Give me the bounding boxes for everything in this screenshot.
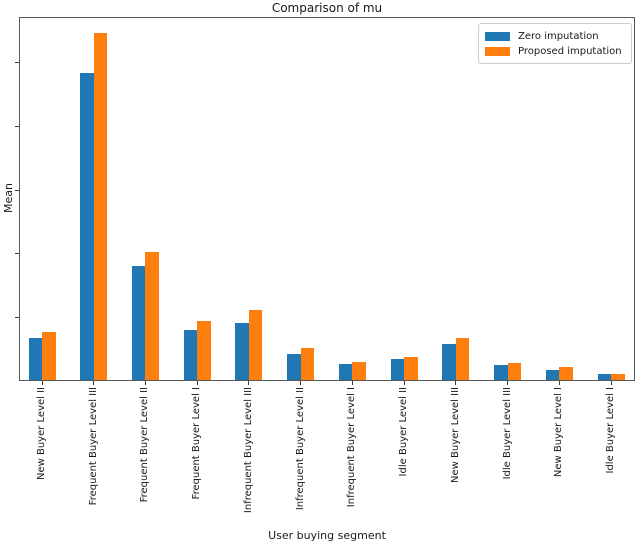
y-tick bbox=[15, 125, 19, 127]
x-tick bbox=[248, 381, 250, 385]
bar-zero-imputation-4 bbox=[235, 323, 249, 380]
legend-swatch-proposed-imputation bbox=[485, 46, 510, 56]
bar-proposed-imputation-4 bbox=[248, 310, 263, 380]
x-tick-label-infrequent-buyer-level-iii: Infrequent Buyer Level III bbox=[242, 387, 254, 514]
x-tick bbox=[300, 381, 302, 385]
bar-zero-imputation-9 bbox=[494, 365, 508, 380]
bar-zero-imputation-1 bbox=[80, 73, 94, 380]
x-tick-label-idle-buyer-level-ii: Idle Buyer Level II bbox=[398, 387, 410, 477]
y-tick bbox=[15, 316, 19, 318]
x-tick bbox=[196, 381, 198, 385]
bar-zero-imputation-10 bbox=[545, 370, 560, 380]
x-tick bbox=[507, 381, 509, 385]
x-tick-label-frequent-buyer-level-ii: Frequent Buyer Level II bbox=[139, 387, 151, 503]
x-axis-label: User buying segment bbox=[268, 529, 386, 542]
y-axis-label: Mean bbox=[2, 183, 15, 213]
x-tick bbox=[93, 381, 95, 385]
bar-proposed-imputation-3 bbox=[197, 321, 211, 380]
x-tick bbox=[610, 381, 612, 385]
x-tick bbox=[41, 381, 43, 385]
x-tick-label-infrequent-buyer-level-ii: Infrequent Buyer Level II bbox=[294, 387, 306, 511]
bar-zero-imputation-7 bbox=[390, 359, 405, 380]
bar-zero-imputation-3 bbox=[183, 330, 198, 380]
x-tick-label-idle-buyer-level-i: Idle Buyer Level I bbox=[605, 387, 617, 474]
bar-zero-imputation-5 bbox=[287, 354, 301, 380]
x-tick-label-frequent-buyer-level-i: Frequent Buyer Level I bbox=[191, 387, 203, 500]
bar-proposed-imputation-9 bbox=[507, 363, 522, 380]
x-tick bbox=[558, 381, 560, 385]
x-tick bbox=[351, 381, 353, 385]
chart-title: Comparison of mu bbox=[271, 1, 383, 15]
bar-zero-imputation-2 bbox=[131, 266, 146, 380]
bar-proposed-imputation-10 bbox=[559, 367, 573, 380]
legend-label: Proposed imputation bbox=[518, 45, 622, 57]
plot-area bbox=[19, 17, 635, 381]
x-tick bbox=[403, 381, 405, 385]
x-tick-label-frequent-buyer-level-iii: Frequent Buyer Level III bbox=[87, 387, 99, 506]
x-tick-label-infrequent-buyer-level-i: Infrequent Buyer Level I bbox=[346, 387, 358, 508]
y-tick bbox=[15, 253, 19, 255]
x-tick bbox=[455, 381, 457, 385]
x-tick-label-new-buyer-level-ii: New Buyer Level II bbox=[36, 387, 47, 481]
bar-zero-imputation-8 bbox=[442, 344, 456, 380]
bar-proposed-imputation-5 bbox=[300, 348, 315, 380]
bar-proposed-imputation-6 bbox=[352, 362, 366, 380]
bar-zero-imputation-0 bbox=[28, 338, 42, 380]
x-tick-label-new-buyer-level-iii: New Buyer Level III bbox=[449, 387, 461, 483]
y-tick bbox=[15, 189, 19, 191]
bar-zero-imputation-6 bbox=[338, 364, 353, 380]
bar-proposed-imputation-0 bbox=[42, 332, 56, 380]
legend-swatch-zero-imputation bbox=[485, 31, 510, 41]
legend-label: Zero imputation bbox=[518, 30, 599, 42]
bar-proposed-imputation-7 bbox=[404, 357, 418, 380]
bar-zero-imputation-11 bbox=[597, 374, 612, 380]
legend: Zero imputation Proposed imputation bbox=[478, 23, 632, 64]
legend-entry-zero-imputation: Zero imputation bbox=[485, 29, 625, 43]
x-tick bbox=[144, 381, 146, 385]
bar-proposed-imputation-11 bbox=[611, 374, 625, 380]
bar-proposed-imputation-1 bbox=[93, 33, 108, 380]
bar-proposed-imputation-2 bbox=[145, 252, 159, 380]
legend-entry-proposed-imputation: Proposed imputation bbox=[485, 44, 625, 58]
x-tick-label-idle-buyer-level-iii: Idle Buyer Level III bbox=[501, 387, 513, 480]
y-tick bbox=[15, 62, 19, 64]
bar-proposed-imputation-8 bbox=[455, 338, 470, 380]
x-tick-label-new-buyer-level-i: New Buyer Level I bbox=[553, 387, 565, 478]
